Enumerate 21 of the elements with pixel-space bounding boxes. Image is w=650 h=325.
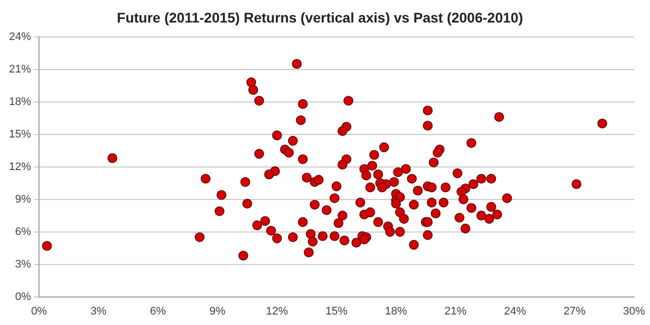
x-tick-label: 6%: [150, 305, 166, 318]
x-tick-label: 18%: [384, 305, 408, 318]
y-tick-label: 0%: [15, 290, 32, 303]
x-tick-label: 12%: [266, 305, 288, 318]
chart-title: Future (2011-2015) Returns (vertical axis) vs Past (2006-2010): [116, 9, 524, 26]
x-tick-label: 0%: [31, 305, 48, 318]
y-tick-label: 3%: [15, 258, 32, 270]
y-tick-label: 9%: [15, 193, 32, 206]
x-tick-label: 21%: [444, 305, 467, 318]
y-tick-label: 24%: [8, 30, 32, 43]
y-tick-label: 6%: [15, 226, 32, 238]
x-tick-label: 15%: [325, 305, 348, 318]
y-tick-label: 21%: [8, 63, 32, 76]
x-tick-label: 27%: [563, 305, 586, 318]
y-tick-label: 12%: [8, 160, 32, 173]
x-tick-label: 30%: [622, 305, 646, 318]
x-tick-label: 24%: [504, 305, 526, 318]
x-tick-label: 3%: [90, 305, 107, 318]
y-tick-label: 18%: [8, 96, 32, 108]
y-tick-label: 15%: [8, 128, 32, 140]
x-tick-label: 9%: [210, 305, 226, 318]
